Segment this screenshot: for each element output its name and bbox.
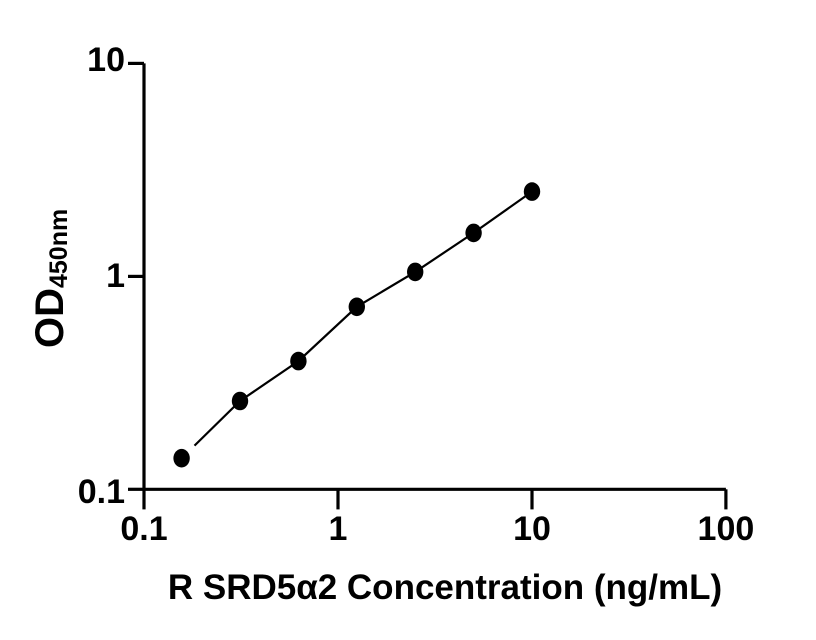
svg-text:1: 1: [106, 257, 125, 295]
svg-text:10: 10: [87, 41, 125, 79]
svg-text:0.1: 0.1: [78, 473, 125, 511]
svg-text:100: 100: [698, 510, 755, 548]
svg-text:10: 10: [513, 510, 551, 548]
svg-text:1: 1: [329, 510, 348, 548]
svg-text:R SRD5α2 Concentration (ng/mL): R SRD5α2 Concentration (ng/mL): [168, 568, 722, 607]
svg-text:OD450nm: OD450nm: [28, 209, 73, 348]
svg-text:0.1: 0.1: [120, 510, 167, 548]
